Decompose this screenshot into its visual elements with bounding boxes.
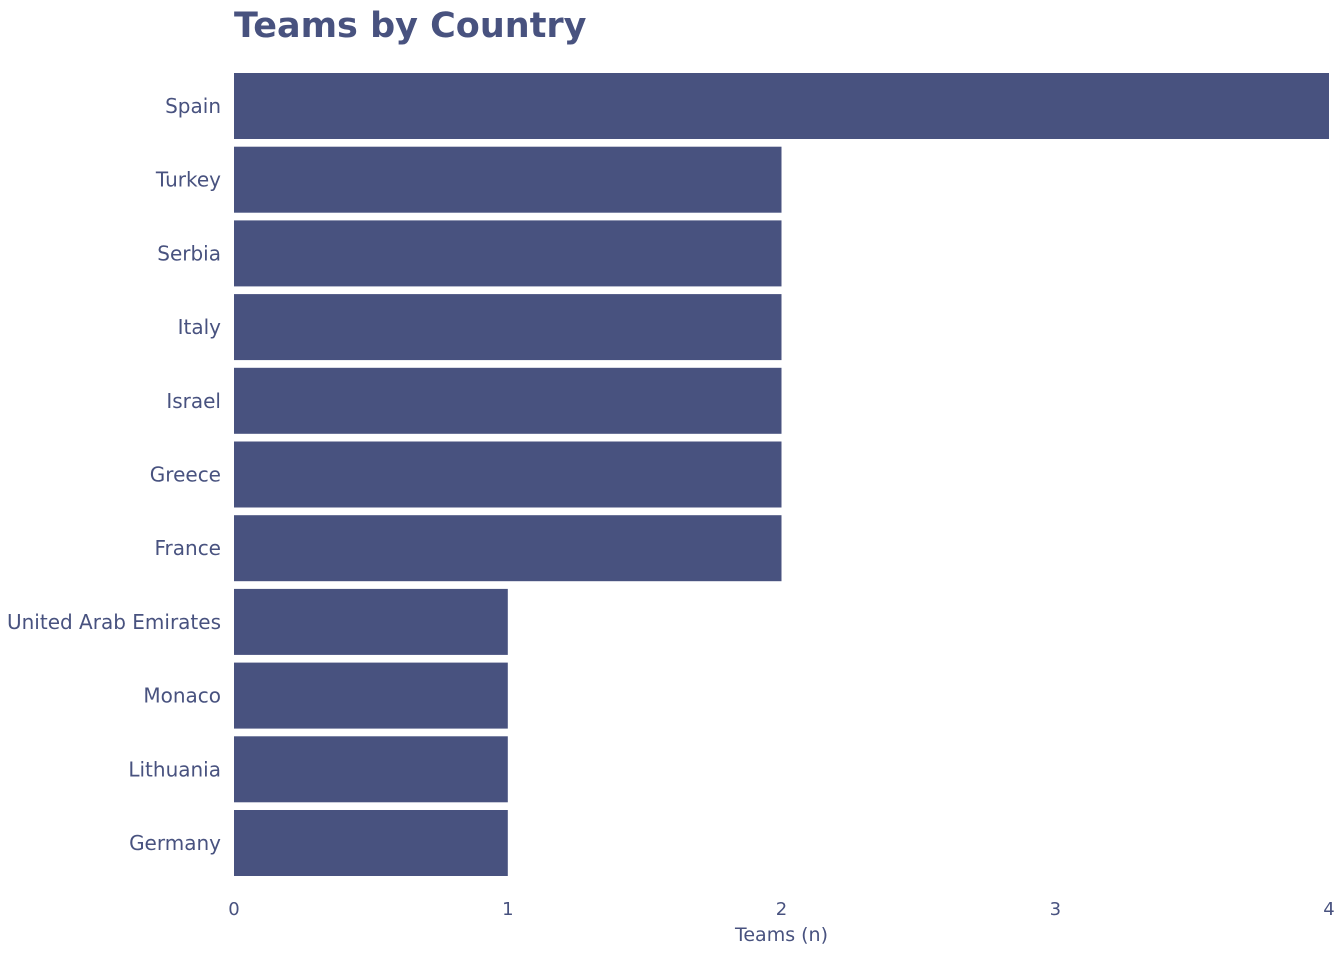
bar <box>234 367 782 434</box>
x-tick-label: 1 <box>502 899 513 920</box>
x-tick-label: 4 <box>1323 899 1334 920</box>
bar <box>234 73 1329 139</box>
category-labels: Spain Turkey Serbia Italy Israel Greece France… <box>7 94 221 855</box>
bar <box>234 515 782 582</box>
category-label: Greece <box>150 463 221 487</box>
x-tick-label: 0 <box>228 899 239 920</box>
category-label: Lithuania <box>128 757 221 781</box>
bar <box>234 146 782 213</box>
bar <box>234 662 508 729</box>
category-label: France <box>154 536 221 560</box>
bars-group <box>234 73 1329 876</box>
chart-title: Teams by Country <box>234 6 587 46</box>
bar <box>234 441 782 508</box>
category-label: Monaco <box>143 684 221 708</box>
category-label: Turkey <box>155 168 221 192</box>
bar <box>234 588 508 655</box>
category-label: Israel <box>166 389 221 413</box>
category-label: United Arab Emirates <box>7 610 221 634</box>
x-axis-title: Teams (n) <box>734 924 828 946</box>
bar <box>234 220 782 287</box>
x-tick-label: 2 <box>776 899 787 920</box>
category-label: Germany <box>129 831 221 855</box>
bar <box>234 736 508 803</box>
category-label: Italy <box>178 315 222 339</box>
category-label: Spain <box>165 94 221 118</box>
x-axis-ticks: 0 1 2 3 4 <box>228 899 1334 920</box>
x-tick-label: 3 <box>1050 899 1061 920</box>
bar <box>234 294 782 361</box>
bar <box>234 810 508 876</box>
category-label: Serbia <box>157 241 221 265</box>
